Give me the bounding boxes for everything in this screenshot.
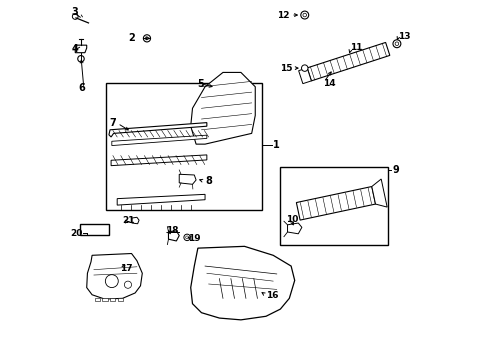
Bar (102, 298, 107, 301)
Text: 14: 14 (322, 79, 335, 88)
Circle shape (394, 42, 398, 45)
Text: 13: 13 (397, 32, 409, 41)
Circle shape (301, 65, 307, 71)
Text: 18: 18 (166, 226, 178, 235)
Text: 4: 4 (72, 44, 78, 54)
Polygon shape (75, 45, 86, 53)
Polygon shape (190, 246, 294, 320)
Circle shape (145, 37, 148, 40)
Text: 9: 9 (391, 165, 398, 175)
Circle shape (392, 40, 400, 48)
Text: 12: 12 (277, 10, 289, 19)
Circle shape (72, 14, 78, 19)
Text: 1: 1 (273, 140, 279, 150)
Polygon shape (298, 68, 311, 84)
Polygon shape (371, 179, 386, 207)
Text: 6: 6 (79, 83, 85, 93)
Circle shape (143, 35, 150, 42)
Polygon shape (86, 253, 142, 299)
Text: 20: 20 (70, 229, 82, 238)
Text: 3: 3 (72, 7, 78, 17)
Circle shape (300, 11, 308, 19)
Polygon shape (190, 72, 255, 144)
Text: 11: 11 (349, 43, 361, 52)
Polygon shape (168, 231, 179, 241)
Bar (80, 225, 109, 235)
Text: 15: 15 (280, 64, 292, 73)
Polygon shape (111, 155, 206, 166)
Circle shape (105, 275, 118, 288)
Bar (280, 167, 387, 244)
Bar (106, 83, 262, 211)
Polygon shape (112, 135, 206, 145)
Polygon shape (109, 123, 206, 137)
Text: 16: 16 (265, 291, 278, 300)
Text: 17: 17 (120, 264, 132, 273)
Text: 10: 10 (286, 215, 298, 224)
Bar (118, 298, 123, 301)
Polygon shape (179, 174, 196, 184)
Text: 8: 8 (204, 176, 211, 186)
Polygon shape (296, 186, 375, 220)
Text: 5: 5 (197, 79, 203, 89)
Text: 19: 19 (187, 234, 200, 243)
Circle shape (183, 234, 190, 240)
Bar (110, 298, 115, 301)
Polygon shape (306, 42, 389, 81)
Polygon shape (287, 223, 301, 234)
Text: 7: 7 (109, 118, 116, 128)
Circle shape (124, 281, 131, 288)
Text: 2: 2 (128, 33, 135, 43)
Bar (94, 298, 100, 301)
Polygon shape (132, 217, 139, 224)
Circle shape (78, 55, 84, 62)
Circle shape (185, 236, 188, 239)
Circle shape (303, 13, 306, 17)
Text: 21: 21 (122, 216, 134, 225)
Polygon shape (117, 194, 204, 205)
